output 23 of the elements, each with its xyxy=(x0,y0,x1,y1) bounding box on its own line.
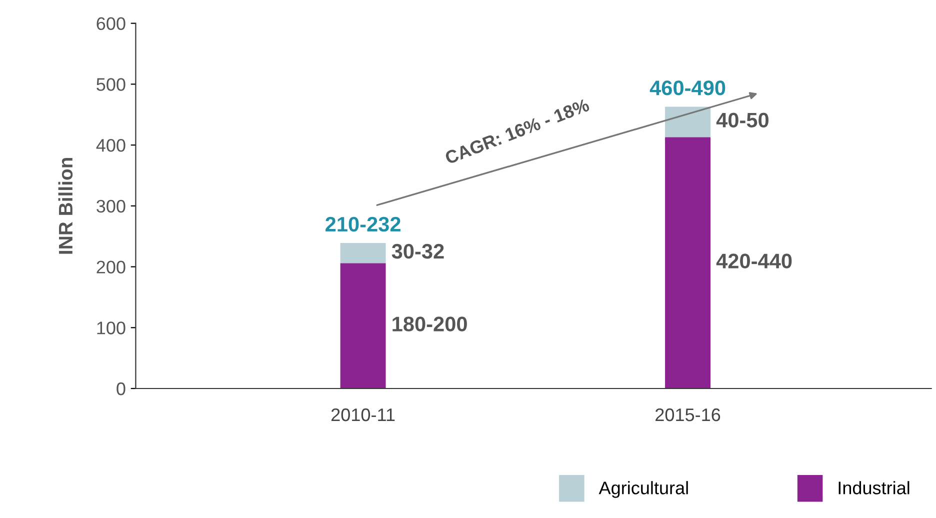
legend-label: Industrial xyxy=(838,481,910,494)
y-tick-label: 200 xyxy=(96,260,126,274)
y-tick-label: 600 xyxy=(96,17,126,30)
bar xyxy=(340,243,386,264)
y-tick-label: 100 xyxy=(97,322,126,334)
bar xyxy=(340,263,386,388)
total-label: 210-232 xyxy=(326,216,400,232)
bar xyxy=(665,137,710,388)
annotation: 180-200 xyxy=(392,316,467,332)
bar xyxy=(665,106,710,138)
annotation: 40-50 xyxy=(716,112,768,128)
annotation: CAGR: 16% - 18% xyxy=(444,98,590,164)
y-tick-label: 0 xyxy=(116,382,126,396)
x-tick-label: 2015-16 xyxy=(656,408,720,422)
annotation: 30-32 xyxy=(392,244,444,259)
y-axis-title: INR Billion xyxy=(58,158,73,254)
y-tick-label: 400 xyxy=(96,138,126,152)
x-tick-label: 2010-11 xyxy=(331,408,395,422)
y-tick-label: 500 xyxy=(96,78,126,91)
y-tick-label: 300 xyxy=(96,200,126,213)
total-label: 460-490 xyxy=(650,80,726,96)
annotation: 420-440 xyxy=(716,254,792,268)
legend-label: Agricultural xyxy=(598,481,688,498)
